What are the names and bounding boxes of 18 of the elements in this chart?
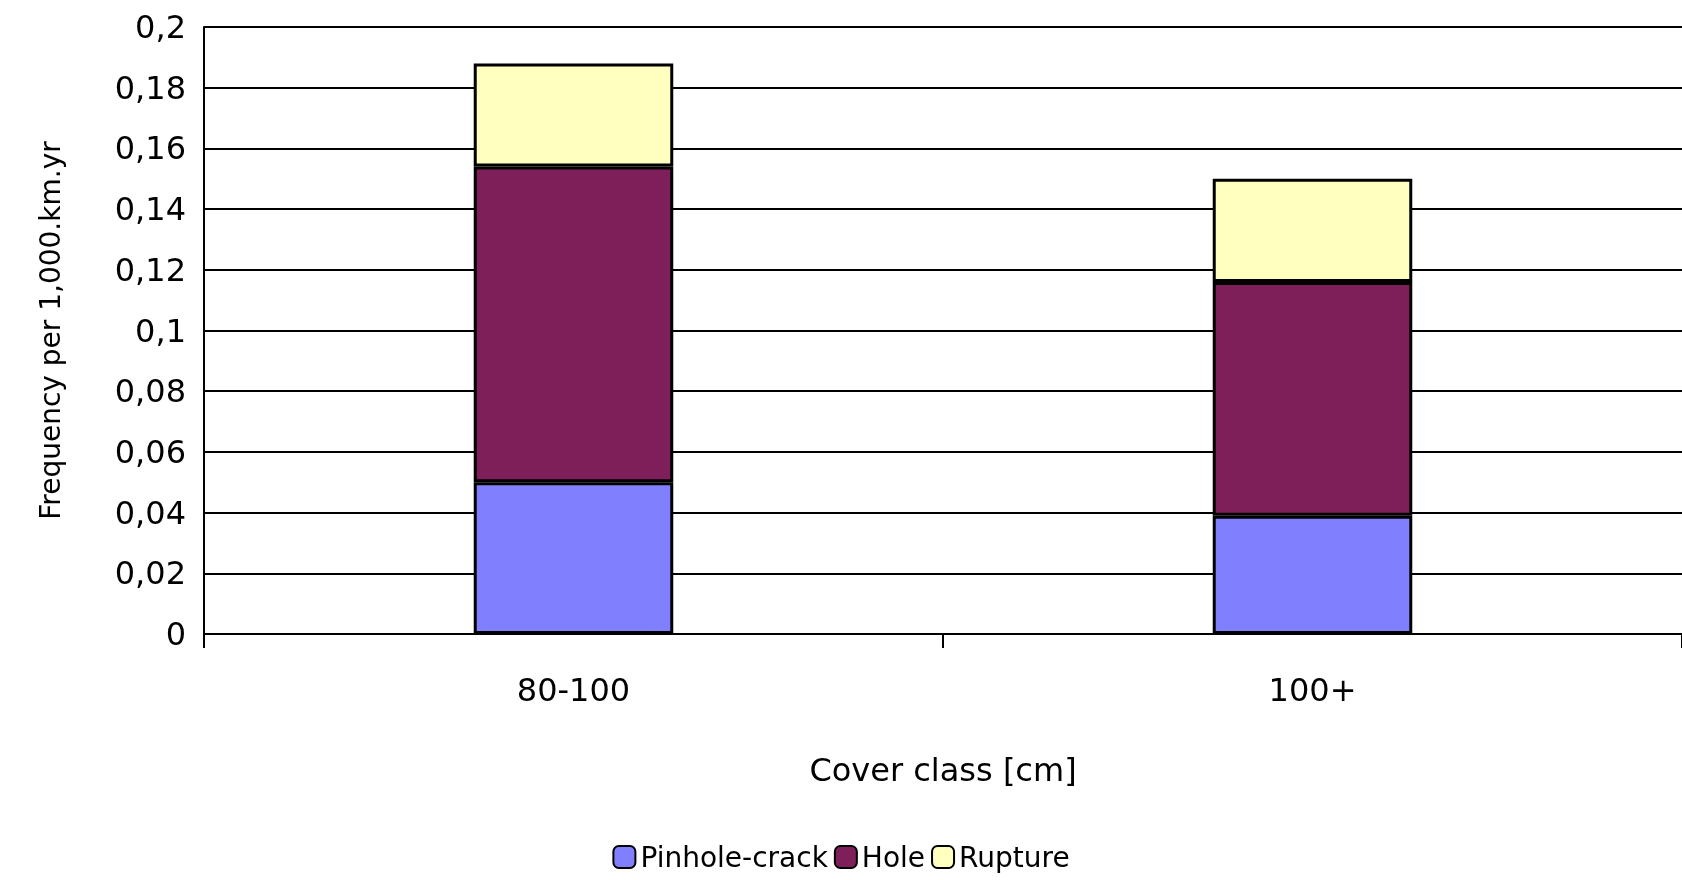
y-tick-label: 0,1 (135, 311, 186, 350)
y-tick-label: 0,04 (114, 493, 186, 532)
legend-label: Rupture (959, 840, 1070, 874)
y-tick-label: 0,02 (114, 554, 186, 593)
x-tick-label: 80-100 (516, 671, 631, 709)
x-tick-label: 100+ (1268, 671, 1357, 709)
y-tick-label: 0,06 (114, 432, 186, 471)
y-tick-label: 0,14 (114, 190, 186, 229)
y-axis-title: Frequency per 1,000.km.yr (33, 140, 67, 520)
y-tick-label: 0,08 (114, 372, 186, 411)
y-tick-label: 0,18 (114, 68, 186, 107)
legend-label: Hole (861, 840, 926, 874)
legend-label: Pinhole-crack (640, 840, 829, 874)
y-tick-label: 0,12 (114, 250, 186, 289)
y-tick-label: 0,16 (114, 129, 186, 168)
y-tick-label: 0,2 (135, 8, 186, 46)
y-tick-label: 0 (165, 615, 186, 653)
x-axis-title: Cover class [cm] (809, 751, 1077, 789)
